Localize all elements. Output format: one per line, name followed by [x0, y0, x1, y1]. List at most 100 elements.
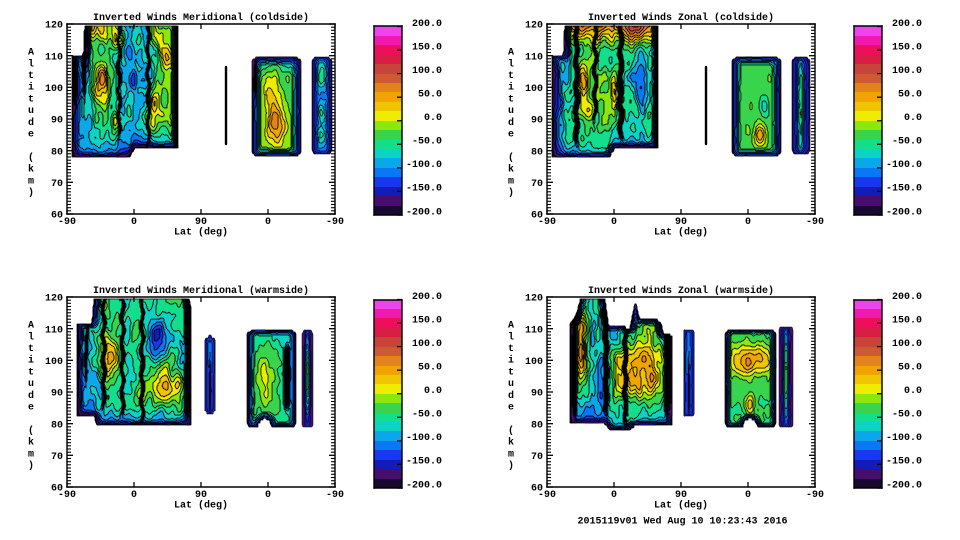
svg-text:A: A: [28, 48, 34, 59]
svg-text:-150.0: -150.0: [406, 457, 442, 468]
svg-text:50.0: 50.0: [898, 90, 922, 101]
svg-text:-90: -90: [326, 217, 344, 228]
svg-text:200.0: 200.0: [892, 292, 922, 303]
svg-text:100: 100: [45, 84, 63, 95]
svg-text:(: (: [28, 152, 34, 164]
svg-text:(: (: [28, 425, 34, 437]
svg-text:120: 120: [45, 21, 63, 32]
svg-text:k: k: [28, 164, 34, 176]
svg-text:90: 90: [675, 217, 687, 228]
svg-text:200.0: 200.0: [412, 19, 442, 30]
svg-text:Lat (deg): Lat (deg): [654, 500, 708, 512]
svg-text:t: t: [28, 71, 34, 82]
svg-text:): ): [508, 187, 514, 199]
svg-text:70: 70: [51, 452, 63, 463]
svg-text:0: 0: [131, 490, 137, 501]
svg-text:A: A: [28, 321, 34, 332]
svg-text:u: u: [508, 379, 514, 390]
svg-text:60: 60: [531, 484, 543, 495]
svg-text:80: 80: [531, 147, 543, 158]
svg-text:m: m: [28, 449, 34, 460]
svg-text:-90: -90: [538, 490, 556, 501]
svg-text:100: 100: [525, 84, 543, 95]
svg-text:-90: -90: [538, 217, 556, 228]
svg-text:k: k: [508, 164, 514, 176]
svg-text:0: 0: [611, 490, 617, 501]
svg-text:i: i: [508, 82, 514, 94]
svg-text:t: t: [28, 367, 34, 378]
svg-text:-100.0: -100.0: [406, 160, 442, 171]
svg-text:70: 70: [531, 452, 543, 463]
svg-text:120: 120: [525, 21, 543, 32]
svg-text:-150.0: -150.0: [886, 184, 922, 195]
svg-text:): ): [508, 460, 514, 472]
svg-text:Inverted Winds Meridional (war: Inverted Winds Meridional (warmside): [93, 285, 309, 297]
svg-text:k: k: [508, 437, 514, 449]
svg-text:e: e: [28, 130, 34, 141]
svg-text:-50.0: -50.0: [892, 410, 922, 421]
svg-text:80: 80: [531, 420, 543, 431]
svg-text:d: d: [508, 117, 514, 129]
svg-text:Inverted Winds Zonal (warmside: Inverted Winds Zonal (warmside): [588, 285, 774, 297]
svg-text:90: 90: [195, 490, 207, 501]
svg-text:Lat (deg): Lat (deg): [174, 500, 228, 512]
svg-text:100.0: 100.0: [892, 339, 922, 350]
svg-text:100.0: 100.0: [892, 66, 922, 77]
svg-text:0: 0: [265, 217, 271, 228]
svg-text:u: u: [28, 379, 34, 390]
svg-text:70: 70: [51, 179, 63, 190]
svg-text:l: l: [508, 58, 514, 70]
svg-text:(: (: [508, 425, 514, 437]
svg-text:-150.0: -150.0: [406, 184, 442, 195]
svg-text:110: 110: [45, 325, 63, 336]
svg-text:t: t: [508, 71, 514, 82]
svg-text:Lat (deg): Lat (deg): [174, 227, 228, 239]
svg-text:-90: -90: [58, 490, 76, 501]
svg-text:Inverted Winds Meridional (col: Inverted Winds Meridional (coldside): [93, 12, 309, 24]
svg-text:120: 120: [525, 294, 543, 305]
svg-text:60: 60: [51, 211, 63, 222]
svg-text:100.0: 100.0: [412, 66, 442, 77]
svg-text:l: l: [28, 331, 34, 343]
svg-text:Lat (deg): Lat (deg): [654, 227, 708, 239]
svg-text:150.0: 150.0: [892, 315, 922, 326]
svg-text:d: d: [508, 390, 514, 402]
svg-text:d: d: [28, 390, 34, 402]
svg-text:Inverted Winds Zonal (coldside: Inverted Winds Zonal (coldside): [588, 12, 774, 24]
svg-text:-100.0: -100.0: [886, 433, 922, 444]
svg-text:60: 60: [531, 211, 543, 222]
svg-text:90: 90: [195, 217, 207, 228]
svg-text:): ): [28, 460, 34, 472]
svg-text:d: d: [28, 117, 34, 129]
svg-text:-100.0: -100.0: [886, 160, 922, 171]
svg-text:90: 90: [531, 389, 543, 400]
svg-text:80: 80: [51, 147, 63, 158]
svg-text:m: m: [508, 176, 514, 187]
svg-text:100: 100: [45, 357, 63, 368]
svg-text:90: 90: [51, 116, 63, 127]
svg-text:150.0: 150.0: [892, 42, 922, 53]
svg-text:150.0: 150.0: [412, 315, 442, 326]
svg-text:-90: -90: [326, 490, 344, 501]
svg-text:200.0: 200.0: [412, 292, 442, 303]
svg-text:-90: -90: [58, 217, 76, 228]
svg-text:60: 60: [51, 484, 63, 495]
svg-text:i: i: [28, 355, 34, 367]
svg-text:t: t: [508, 344, 514, 355]
svg-text:-50.0: -50.0: [412, 410, 442, 421]
svg-text:0: 0: [611, 217, 617, 228]
svg-text:-50.0: -50.0: [412, 137, 442, 148]
svg-text:e: e: [508, 403, 514, 414]
svg-text:u: u: [28, 106, 34, 117]
svg-text:150.0: 150.0: [412, 42, 442, 53]
svg-text:t: t: [508, 94, 514, 105]
svg-text:A: A: [508, 48, 514, 59]
svg-text:200.0: 200.0: [892, 19, 922, 30]
svg-text:-200.0: -200.0: [406, 480, 442, 491]
svg-text:120: 120: [45, 294, 63, 305]
svg-text:100: 100: [525, 357, 543, 368]
svg-text:0: 0: [745, 217, 751, 228]
svg-text:e: e: [28, 403, 34, 414]
svg-text:50.0: 50.0: [898, 363, 922, 374]
svg-text:l: l: [508, 331, 514, 343]
